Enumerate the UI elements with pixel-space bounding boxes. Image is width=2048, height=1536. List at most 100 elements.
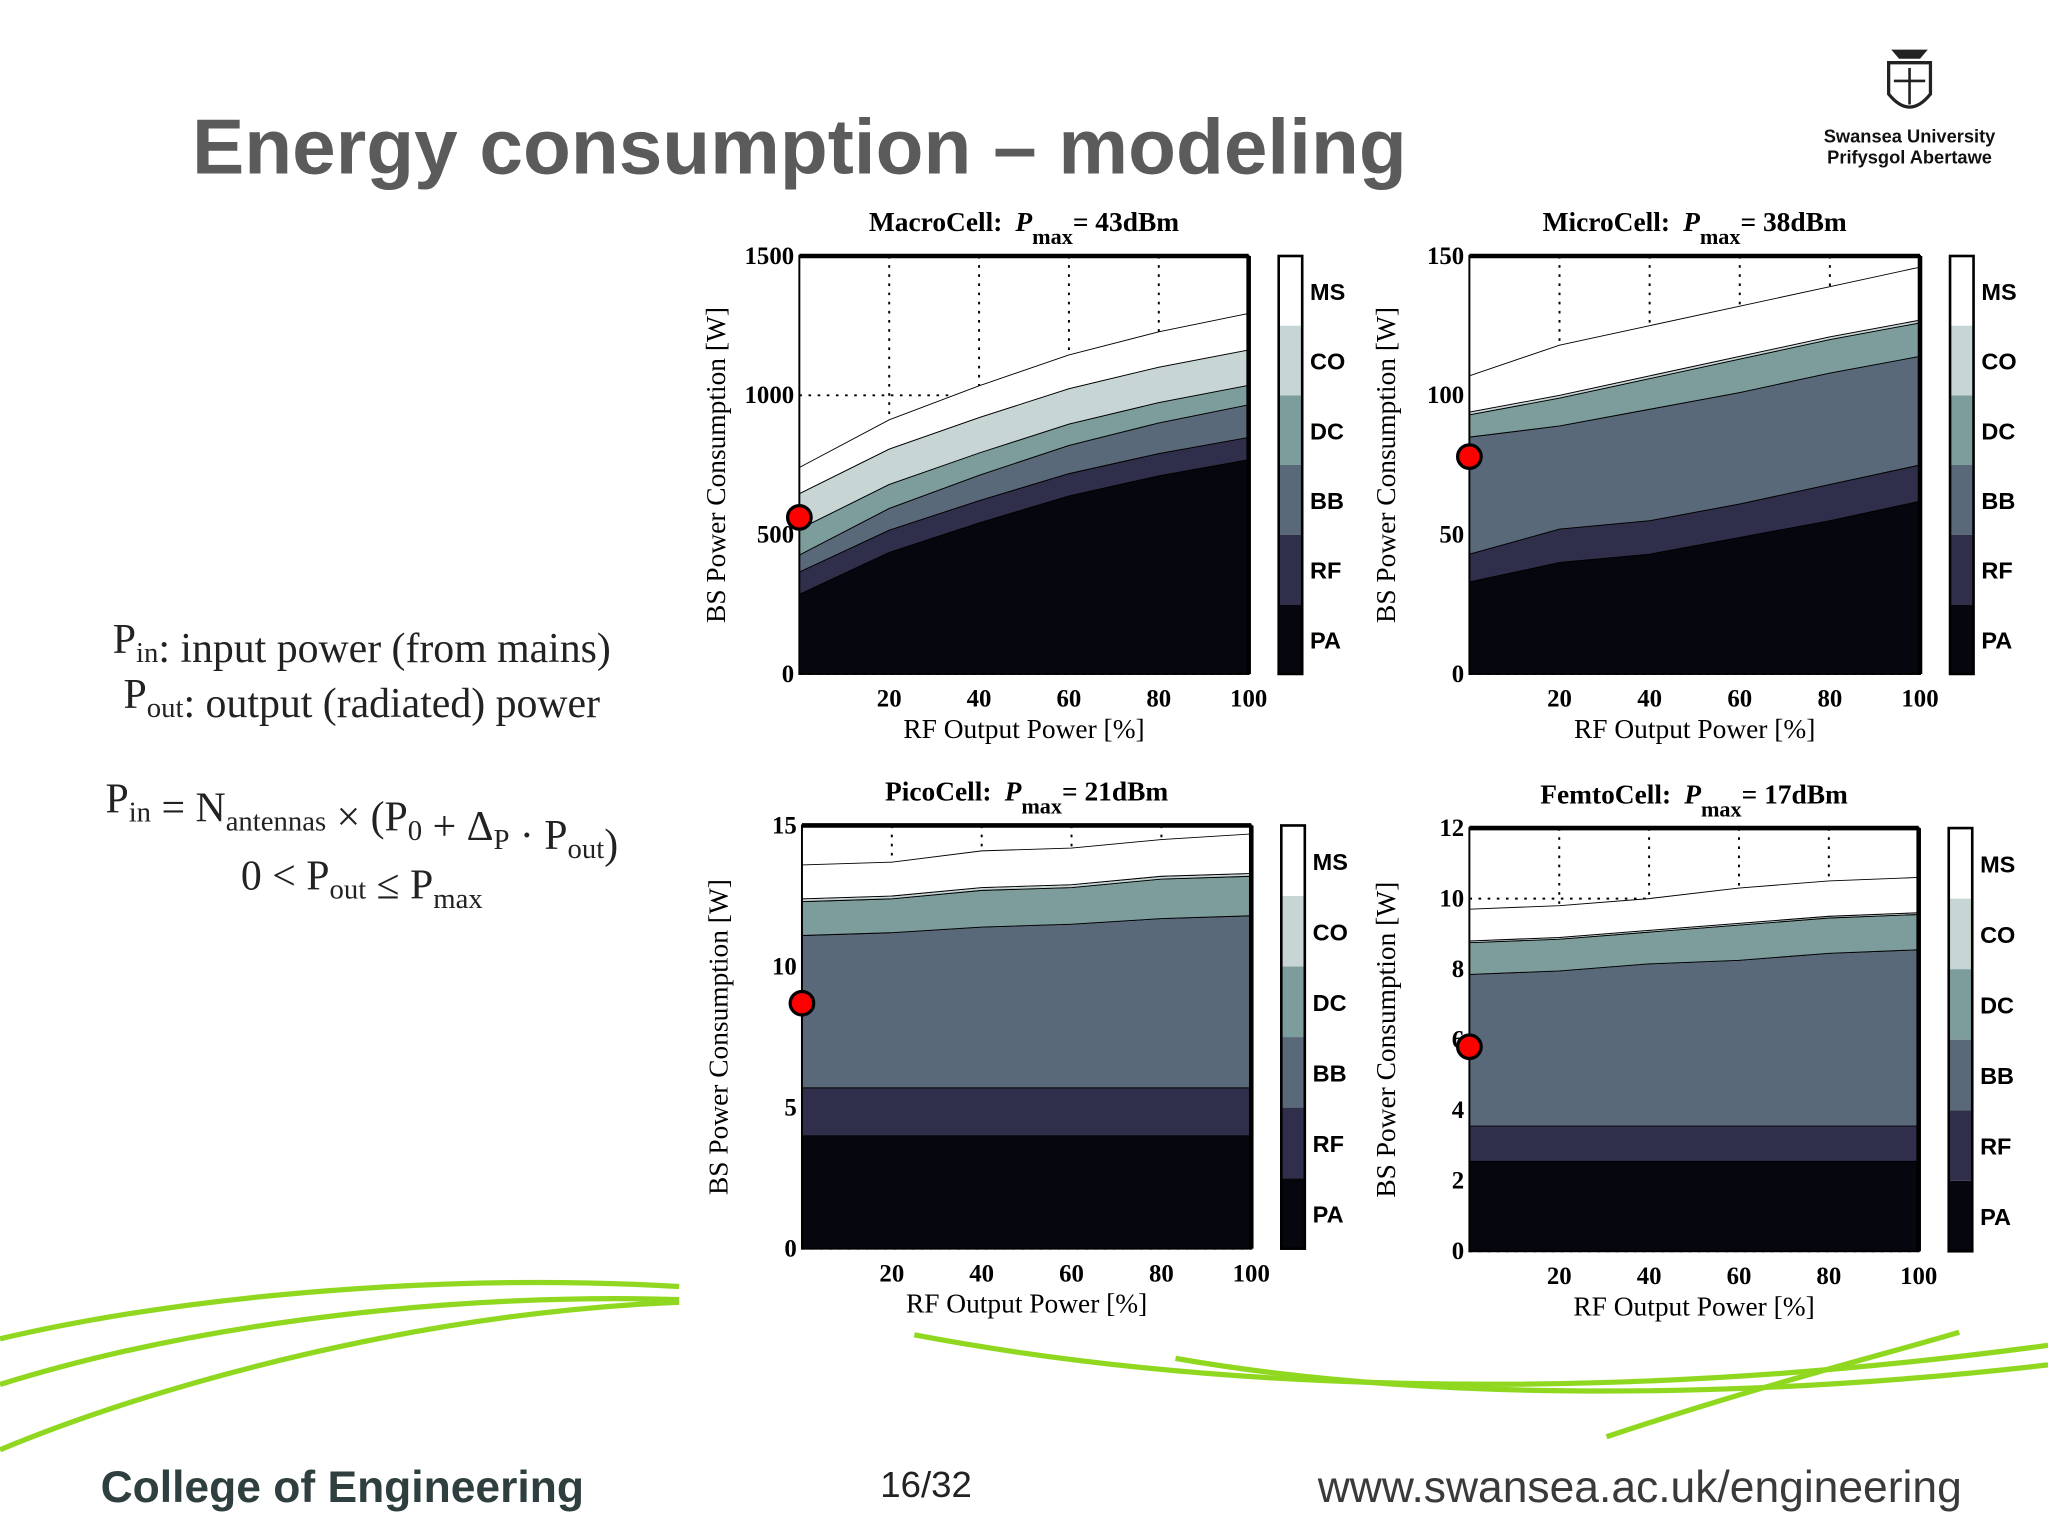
equation-text: = N bbox=[151, 786, 226, 832]
area bbox=[1468, 1160, 1920, 1252]
title-value: = 43dBm bbox=[1073, 207, 1179, 237]
legend-swatch bbox=[1281, 825, 1305, 896]
legend-swatch bbox=[1278, 325, 1303, 396]
chart: 0 5 10 15 20 40 60 80 100 RF Output Power [%] BS P… bbox=[704, 777, 1348, 1319]
area bbox=[801, 1087, 1252, 1137]
legend-swatch bbox=[1948, 969, 1973, 1040]
equation: Pin = Nantennas × (P0 + ΔP · Pout) bbox=[105, 776, 618, 868]
legend-swatch bbox=[1278, 395, 1303, 465]
y-tick-label: 0 bbox=[782, 661, 794, 688]
equation-text: ≤ P bbox=[366, 863, 433, 909]
x-tick-label: 20 bbox=[1547, 1263, 1572, 1290]
x-tick-label: 80 bbox=[1817, 686, 1842, 713]
equation-text: ) bbox=[604, 822, 618, 868]
footer-url: www.swansea.ac.uk/engineering bbox=[1317, 1463, 1962, 1512]
legend-label: MS bbox=[1981, 279, 2016, 305]
equation-subscript: max bbox=[433, 883, 483, 915]
legend-swatch bbox=[1950, 325, 1974, 396]
legend-label: MS bbox=[1313, 849, 1348, 875]
y-tick-label: 1000 bbox=[745, 382, 795, 409]
legend-swatch bbox=[1948, 898, 1973, 970]
y-tick-label: 0 bbox=[1452, 661, 1464, 688]
legend-label: PA bbox=[1980, 1204, 2011, 1230]
title-subscript: max bbox=[1700, 224, 1741, 249]
chart-title: MicroCell: Pmax= 38dBm bbox=[1543, 207, 1847, 249]
legend-swatch bbox=[1948, 1110, 1973, 1181]
title-symbol: P bbox=[1682, 207, 1700, 237]
area bbox=[801, 1135, 1252, 1250]
equation-subscript: antennas bbox=[226, 806, 326, 838]
y-tick-label: 12 bbox=[1439, 815, 1464, 842]
equations: Pin: input power (from mains)Pout: outpu… bbox=[105, 617, 618, 915]
legend-label: BB bbox=[1310, 488, 1344, 514]
area bbox=[1468, 949, 1920, 1127]
legend-label: BB bbox=[1980, 1063, 2014, 1089]
legend-swatch bbox=[1281, 966, 1305, 1038]
title-value: = 17dBm bbox=[1742, 779, 1848, 809]
equation-text: + Δ bbox=[422, 804, 493, 850]
area bbox=[801, 915, 1252, 1089]
legend-label: PA bbox=[1313, 1202, 1344, 1228]
equation-text: : output (radiated) power bbox=[184, 681, 601, 727]
legend-label: DC bbox=[1313, 990, 1347, 1016]
y-tick-label: 50 bbox=[1439, 521, 1464, 548]
x-tick-label: 100 bbox=[1900, 1263, 1937, 1290]
y-tick-label: 8 bbox=[1452, 956, 1464, 983]
logo-text: Prifysgol Abertawe bbox=[1827, 146, 1992, 167]
title-value: = 21dBm bbox=[1062, 777, 1168, 807]
x-tick-label: 20 bbox=[877, 686, 902, 713]
logo: Swansea University Prifysgol Abertawe bbox=[1824, 49, 1996, 167]
x-tick-label: 60 bbox=[1727, 686, 1752, 713]
legend-swatch bbox=[1278, 534, 1303, 605]
legend-swatch bbox=[1278, 256, 1303, 326]
legend-frame bbox=[1948, 254, 1975, 676]
operating-point bbox=[1456, 443, 1483, 471]
legend-label: RF bbox=[1313, 1131, 1344, 1157]
x-tick-label: 60 bbox=[1057, 686, 1082, 713]
legend-label: MS bbox=[1980, 851, 2015, 877]
legend-label: DC bbox=[1981, 418, 2015, 444]
operating-point bbox=[785, 503, 813, 531]
legend-swatch bbox=[1950, 534, 1974, 605]
y-tick-label: 0 bbox=[784, 1235, 796, 1262]
x-axis-label: RF Output Power [%] bbox=[1574, 714, 1815, 744]
legend-swatch bbox=[1281, 1107, 1305, 1179]
equation-text: P bbox=[105, 776, 128, 822]
legend-label: DC bbox=[1980, 993, 2014, 1019]
operating-point bbox=[1456, 1033, 1483, 1061]
legend-swatch bbox=[1950, 256, 1974, 326]
x-tick-label: 100 bbox=[1901, 686, 1938, 713]
legend-swatch bbox=[1281, 1178, 1305, 1249]
x-tick-label: 40 bbox=[967, 686, 992, 713]
legend-label: CO bbox=[1310, 349, 1345, 375]
y-axis-label: BS Power Consumption [W] bbox=[704, 879, 734, 1195]
equation-subscript: 0 bbox=[408, 815, 422, 847]
chart-title: FemtoCell: Pmax= 17dBm bbox=[1540, 779, 1848, 821]
title-subscript: max bbox=[1021, 794, 1062, 819]
legend-frame bbox=[1280, 824, 1307, 1250]
x-tick-label: 60 bbox=[1727, 1263, 1752, 1290]
x-tick-label: 40 bbox=[1637, 1263, 1662, 1290]
x-tick-label: 100 bbox=[1230, 686, 1267, 713]
x-tick-label: 20 bbox=[1547, 686, 1572, 713]
swooshes bbox=[0, 1279, 2048, 1453]
x-axis-label: RF Output Power [%] bbox=[906, 1289, 1147, 1319]
title-subscript: max bbox=[1032, 224, 1073, 249]
title-text: PicoCell: bbox=[885, 777, 992, 807]
y-axis-label: BS Power Consumption [W] bbox=[701, 307, 731, 623]
area bbox=[1468, 1125, 1920, 1162]
equation-subscript: out bbox=[568, 833, 605, 865]
legend-swatch bbox=[1278, 604, 1303, 674]
title-symbol: P bbox=[1683, 779, 1701, 809]
y-tick-label: 1500 bbox=[745, 243, 795, 270]
equation-text: 0 < P bbox=[241, 853, 330, 899]
x-tick-label: 20 bbox=[879, 1260, 904, 1287]
title-symbol: P bbox=[1004, 777, 1022, 807]
title-text: MicroCell: bbox=[1543, 207, 1670, 237]
equation-text: × (P bbox=[326, 795, 408, 841]
legend-label: BB bbox=[1981, 488, 2015, 514]
chart-title: PicoCell: Pmax= 21dBm bbox=[885, 777, 1168, 819]
x-axis-label: RF Output Power [%] bbox=[903, 714, 1144, 744]
legend-label: MS bbox=[1310, 279, 1345, 305]
